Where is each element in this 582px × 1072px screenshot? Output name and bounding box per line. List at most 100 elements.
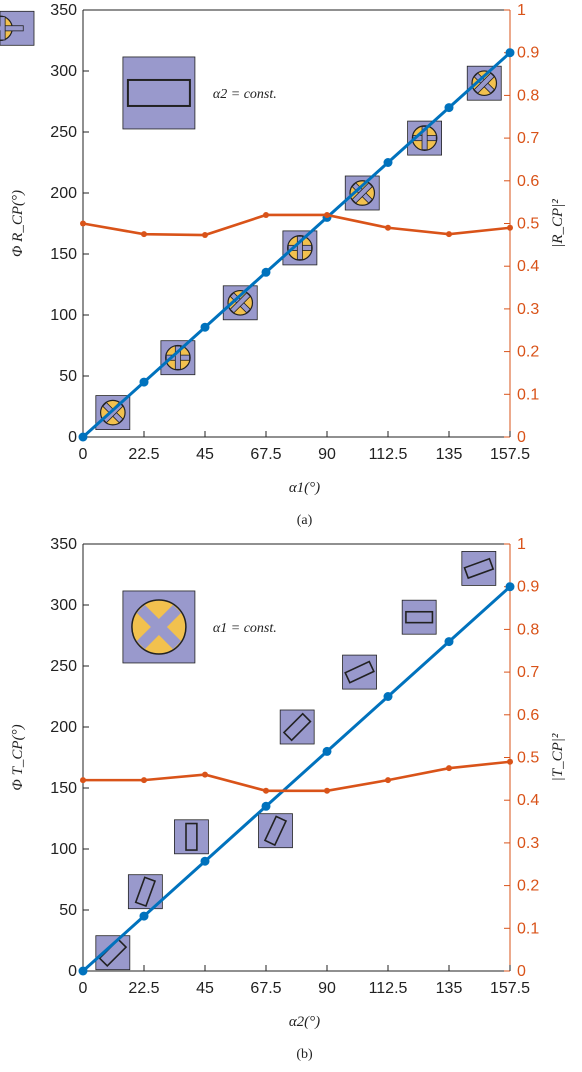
panel-caption: (b) bbox=[296, 1047, 313, 1062]
y-right-tick-label: 0.6 bbox=[517, 173, 539, 190]
chart-panel-a: 0 50 100 150 200 250 300 350 0 0.1 0.2 0.3 0.4 0.5 0.6… bbox=[0, 2, 566, 528]
phase-point bbox=[383, 158, 393, 167]
y-left-tick-label: 250 bbox=[50, 124, 77, 141]
y-left-tick-label: 350 bbox=[50, 2, 77, 19]
power-point bbox=[446, 765, 452, 772]
phase-point bbox=[78, 966, 88, 976]
phase-point bbox=[139, 911, 149, 921]
y-right-tick-label: 0.1 bbox=[517, 920, 539, 937]
legend-cross-bar bbox=[136, 604, 182, 650]
inset-cross-center bbox=[422, 136, 427, 141]
inset-cross bbox=[412, 126, 437, 151]
x-tick-label: 22.5 bbox=[128, 446, 159, 463]
y-right-tick-label: 0.2 bbox=[517, 878, 539, 895]
x-axis-label: α1(°) bbox=[289, 480, 320, 496]
x-tick-label: 22.5 bbox=[128, 980, 159, 997]
inset-cross bbox=[229, 292, 251, 314]
x-tick-label: 135 bbox=[436, 446, 463, 463]
y-right-tick-label: 0.2 bbox=[517, 344, 539, 361]
inset-cross-center bbox=[359, 190, 366, 196]
chart-panel-b: 0 50 100 150 200 250 300 350 0 0.1 0.2 0.3 0.4 0.5 0.6… bbox=[10, 536, 566, 1062]
y-axis-right-label: |T_CP|² bbox=[550, 733, 566, 781]
y-right-tick-label: 0.8 bbox=[517, 87, 539, 104]
x-tick-label: 0 bbox=[79, 980, 88, 997]
phase-point bbox=[444, 637, 454, 647]
power-point bbox=[263, 787, 269, 794]
x-tick-label: 67.5 bbox=[250, 446, 281, 463]
y-right-tick-label: 0.4 bbox=[517, 792, 539, 809]
y-left-tick-label: 0 bbox=[68, 429, 77, 446]
inset-cross bbox=[165, 345, 190, 370]
y-right-tick-label: 0.3 bbox=[517, 301, 539, 318]
y-left-tick-label: 250 bbox=[50, 658, 77, 675]
x-tick-label: 157.5 bbox=[490, 446, 530, 463]
series-line-power bbox=[82, 213, 511, 237]
y-left-tick-label: 50 bbox=[59, 368, 77, 385]
inset-bar bbox=[134, 876, 157, 908]
phase-point bbox=[200, 856, 210, 866]
series-line-power bbox=[83, 760, 511, 793]
y-axis-left-label: Φ R_CP(°) bbox=[10, 190, 26, 257]
y-left-tick-label: 0 bbox=[68, 963, 77, 980]
power-point bbox=[80, 777, 86, 784]
power-point bbox=[141, 777, 147, 784]
inset-bar bbox=[263, 815, 288, 847]
y-left-tick-label: 350 bbox=[50, 536, 77, 553]
inset-bar bbox=[405, 610, 434, 624]
x-axis-label: α2(°) bbox=[289, 1014, 320, 1030]
phase-point bbox=[444, 103, 454, 113]
x-tick-label: 157.5 bbox=[490, 980, 530, 997]
y-left-tick-label: 150 bbox=[50, 246, 77, 263]
annotation-note: α2 = const. bbox=[213, 87, 277, 102]
legend-cross bbox=[136, 604, 182, 650]
inset-cross bbox=[0, 16, 24, 41]
power-point bbox=[385, 224, 391, 231]
inset-cross-center bbox=[175, 355, 180, 360]
y-left-tick-label: 50 bbox=[59, 902, 77, 919]
power-point bbox=[141, 231, 147, 238]
phase-point bbox=[261, 267, 271, 277]
annotation-note: α1 = const. bbox=[213, 621, 277, 636]
legend-bar bbox=[126, 78, 191, 107]
y-right-tick-label: 1 bbox=[517, 2, 526, 19]
phase-point bbox=[383, 692, 393, 701]
y-left-tick-label: 100 bbox=[50, 841, 77, 858]
y-right-tick-label: 0 bbox=[517, 963, 526, 980]
phase-point bbox=[78, 432, 88, 442]
y-left-tick-label: 150 bbox=[50, 780, 77, 797]
x-tick-label: 90 bbox=[318, 980, 336, 997]
y-left-tick-label: 300 bbox=[50, 63, 77, 80]
inset-cross-center bbox=[237, 300, 244, 306]
inset-cross-bar bbox=[0, 25, 24, 32]
inset-bar bbox=[463, 557, 495, 580]
power-point bbox=[324, 211, 330, 218]
x-tick-label: 45 bbox=[196, 446, 214, 463]
insets bbox=[95, 551, 497, 971]
phase-point bbox=[505, 48, 515, 58]
phase-point bbox=[139, 377, 149, 387]
y-axis-left-label: Φ T_CP(°) bbox=[10, 724, 26, 790]
inset-cross bbox=[287, 235, 312, 260]
x-tick-label: 45 bbox=[196, 980, 214, 997]
y-left-tick-label: 200 bbox=[50, 185, 77, 202]
y-right-tick-label: 0.9 bbox=[517, 579, 539, 596]
power-point bbox=[446, 231, 452, 238]
power-point bbox=[202, 771, 208, 778]
x-tick-label: 112.5 bbox=[369, 446, 408, 463]
y-right-tick-label: 0.8 bbox=[517, 621, 539, 638]
series-line-phase bbox=[81, 585, 512, 973]
y-right-tick-label: 0.4 bbox=[517, 258, 539, 275]
inset-cross-center bbox=[297, 245, 302, 250]
power-point bbox=[263, 211, 269, 218]
inset-cross bbox=[351, 182, 373, 204]
phase-point bbox=[322, 746, 332, 756]
inset-cross bbox=[473, 72, 495, 94]
panel-caption: (a) bbox=[297, 513, 313, 528]
inset-bar bbox=[344, 660, 375, 684]
inset-bar bbox=[185, 822, 198, 851]
power-point bbox=[324, 787, 330, 794]
y-right-tick-label: 0.9 bbox=[517, 45, 539, 62]
y-right-tick-label: 0.6 bbox=[517, 707, 539, 724]
inset-bar bbox=[282, 712, 312, 742]
inset-cross-center bbox=[481, 80, 488, 86]
